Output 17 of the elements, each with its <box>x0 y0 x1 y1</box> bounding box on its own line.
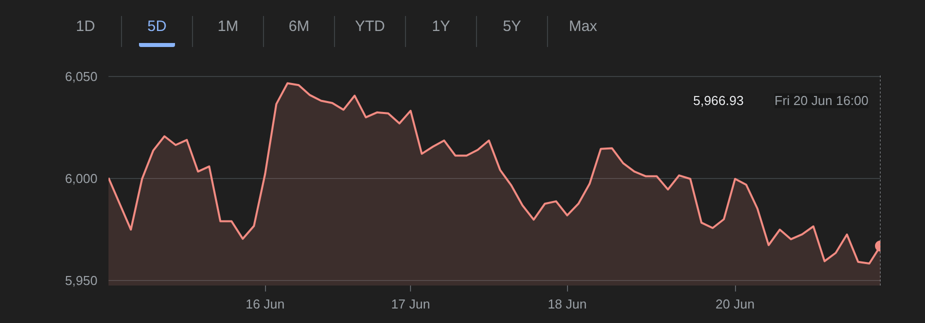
text: 1D <box>74 17 96 37</box>
text: 1M <box>216 17 240 37</box>
text: 5Y <box>502 17 522 37</box>
text: 1Y <box>430 17 452 37</box>
text: YTD <box>354 17 386 37</box>
text: 6M <box>288 17 310 37</box>
annotation: Fri 20 Jun 16:00 <box>774 93 869 108</box>
y-tick-label: 6,050 <box>64 69 98 84</box>
text: 5D <box>139 16 175 48</box>
x-tick-label: 18 Jun <box>548 296 587 312</box>
x-tick-label: 16 Jun <box>246 296 285 312</box>
text: Max <box>568 17 598 37</box>
x-tick-label: 20 Jun <box>716 296 755 312</box>
annotation: 5,966.93 <box>693 93 744 108</box>
y-tick-label: 5,950 <box>64 272 98 288</box>
x-tick-label: 17 Jun <box>391 296 430 312</box>
y-tick-label: 6,000 <box>64 170 98 186</box>
